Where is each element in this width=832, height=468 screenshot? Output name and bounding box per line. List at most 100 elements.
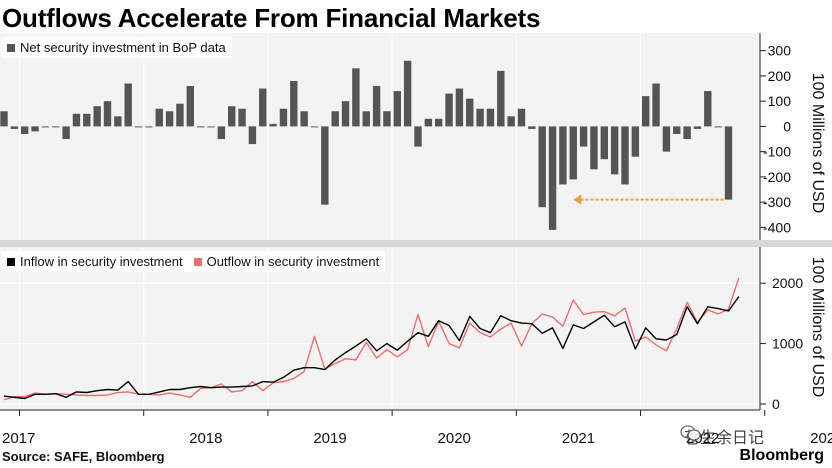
y-tick-label-top: -300 — [763, 194, 791, 210]
watermark: 苍生余日记 — [680, 424, 764, 448]
x-tick-label: 2021 — [562, 430, 595, 447]
bar — [579, 126, 588, 147]
bar — [352, 68, 360, 127]
bar — [103, 101, 112, 127]
bar — [176, 103, 184, 127]
bar — [704, 91, 712, 127]
bar — [114, 116, 122, 127]
bar — [435, 118, 443, 127]
bar — [279, 108, 288, 127]
bar-chart-panel: Net security investment in BoP data — [0, 33, 760, 240]
bar — [52, 126, 60, 128]
bar — [683, 126, 691, 140]
bar — [445, 93, 453, 127]
bar — [600, 126, 608, 160]
bar — [93, 106, 101, 127]
bar — [590, 126, 598, 170]
bar — [145, 126, 153, 128]
x-tick-label: 2020 — [438, 430, 471, 447]
bar — [383, 111, 391, 127]
bar — [621, 126, 629, 185]
bar-chart-legend: Net security investment in BoP data — [1, 37, 232, 58]
bar — [21, 126, 29, 134]
x-tick-label: 2019 — [313, 430, 346, 447]
inflow-line — [3, 296, 740, 400]
bar — [228, 106, 236, 127]
bar-chart-svg — [0, 33, 733, 240]
bar — [414, 126, 422, 147]
legend-swatch-outflow — [193, 257, 202, 266]
bar — [517, 108, 526, 127]
x-tick-label: 2018 — [189, 430, 222, 447]
bar — [72, 113, 81, 127]
y-tick-label-top: -200 — [763, 169, 791, 185]
line-chart-legend: Inflow in security investment Outflow in… — [1, 251, 386, 272]
bar — [642, 96, 650, 127]
bar-chart-ylabel: 100 Millions of USD — [809, 72, 826, 214]
y-tick-label-bottom: 0 — [772, 396, 780, 412]
bar — [724, 126, 733, 200]
annotation-arrow-head — [573, 194, 582, 205]
x-tick-label: 2023 — [810, 430, 832, 447]
watermark-text: 苍生余日记 — [684, 430, 765, 447]
bar — [372, 86, 381, 127]
bar — [124, 83, 132, 127]
bar — [662, 126, 671, 152]
bar — [486, 108, 495, 127]
bar — [466, 98, 474, 127]
y-tick-label-top: 200 — [768, 68, 792, 84]
bar — [62, 126, 70, 140]
y-tick-label-bottom: 2000 — [772, 275, 803, 291]
bar — [693, 126, 702, 129]
bar — [0, 111, 8, 127]
bar — [331, 111, 339, 127]
bloomberg-logo: Bloomberg — [739, 447, 824, 464]
bar — [269, 123, 277, 127]
x-tick-label: 2017 — [2, 430, 35, 447]
bar — [290, 80, 298, 127]
line-chart-svg — [0, 247, 760, 410]
outflow-line — [3, 277, 740, 401]
y-tick-label-top: 300 — [768, 43, 792, 59]
legend-label-net: Net security investment in BoP data — [20, 40, 226, 55]
bar — [559, 126, 567, 185]
bar — [321, 126, 329, 205]
bar — [31, 126, 39, 132]
bar — [300, 111, 308, 127]
bar — [196, 126, 205, 128]
bar — [631, 126, 640, 157]
bar — [341, 101, 350, 127]
y-tick-label-bottom: 1000 — [772, 336, 803, 352]
legend-swatch-inflow — [7, 257, 15, 266]
bar — [673, 126, 681, 134]
bar — [362, 111, 370, 127]
bar — [134, 126, 143, 128]
bar — [259, 88, 267, 127]
bar — [186, 86, 194, 127]
bar — [310, 126, 319, 128]
bar — [207, 126, 215, 128]
bar — [507, 116, 515, 127]
y-tick-label-top: -400 — [763, 219, 791, 235]
y-tick-label-top: 100 — [768, 93, 792, 109]
bar — [41, 126, 50, 128]
bar — [248, 126, 257, 145]
bar — [528, 126, 536, 129]
bar — [238, 108, 246, 127]
bar — [538, 126, 546, 208]
panel-separator — [0, 240, 832, 247]
bar — [83, 113, 91, 127]
bar — [393, 91, 401, 127]
source-note: Source: SAFE, Bloomberg — [2, 449, 165, 464]
bar — [424, 118, 433, 127]
bar — [155, 108, 163, 127]
bar — [476, 108, 484, 127]
bar — [10, 126, 19, 129]
bar — [652, 83, 660, 127]
bar — [548, 126, 557, 230]
bar — [455, 88, 464, 127]
bar — [569, 126, 577, 180]
chart-title: Outflows Accelerate From Financial Marke… — [2, 3, 541, 33]
bar — [217, 126, 226, 140]
legend-label-outflow: Outflow in security investment — [206, 254, 380, 269]
